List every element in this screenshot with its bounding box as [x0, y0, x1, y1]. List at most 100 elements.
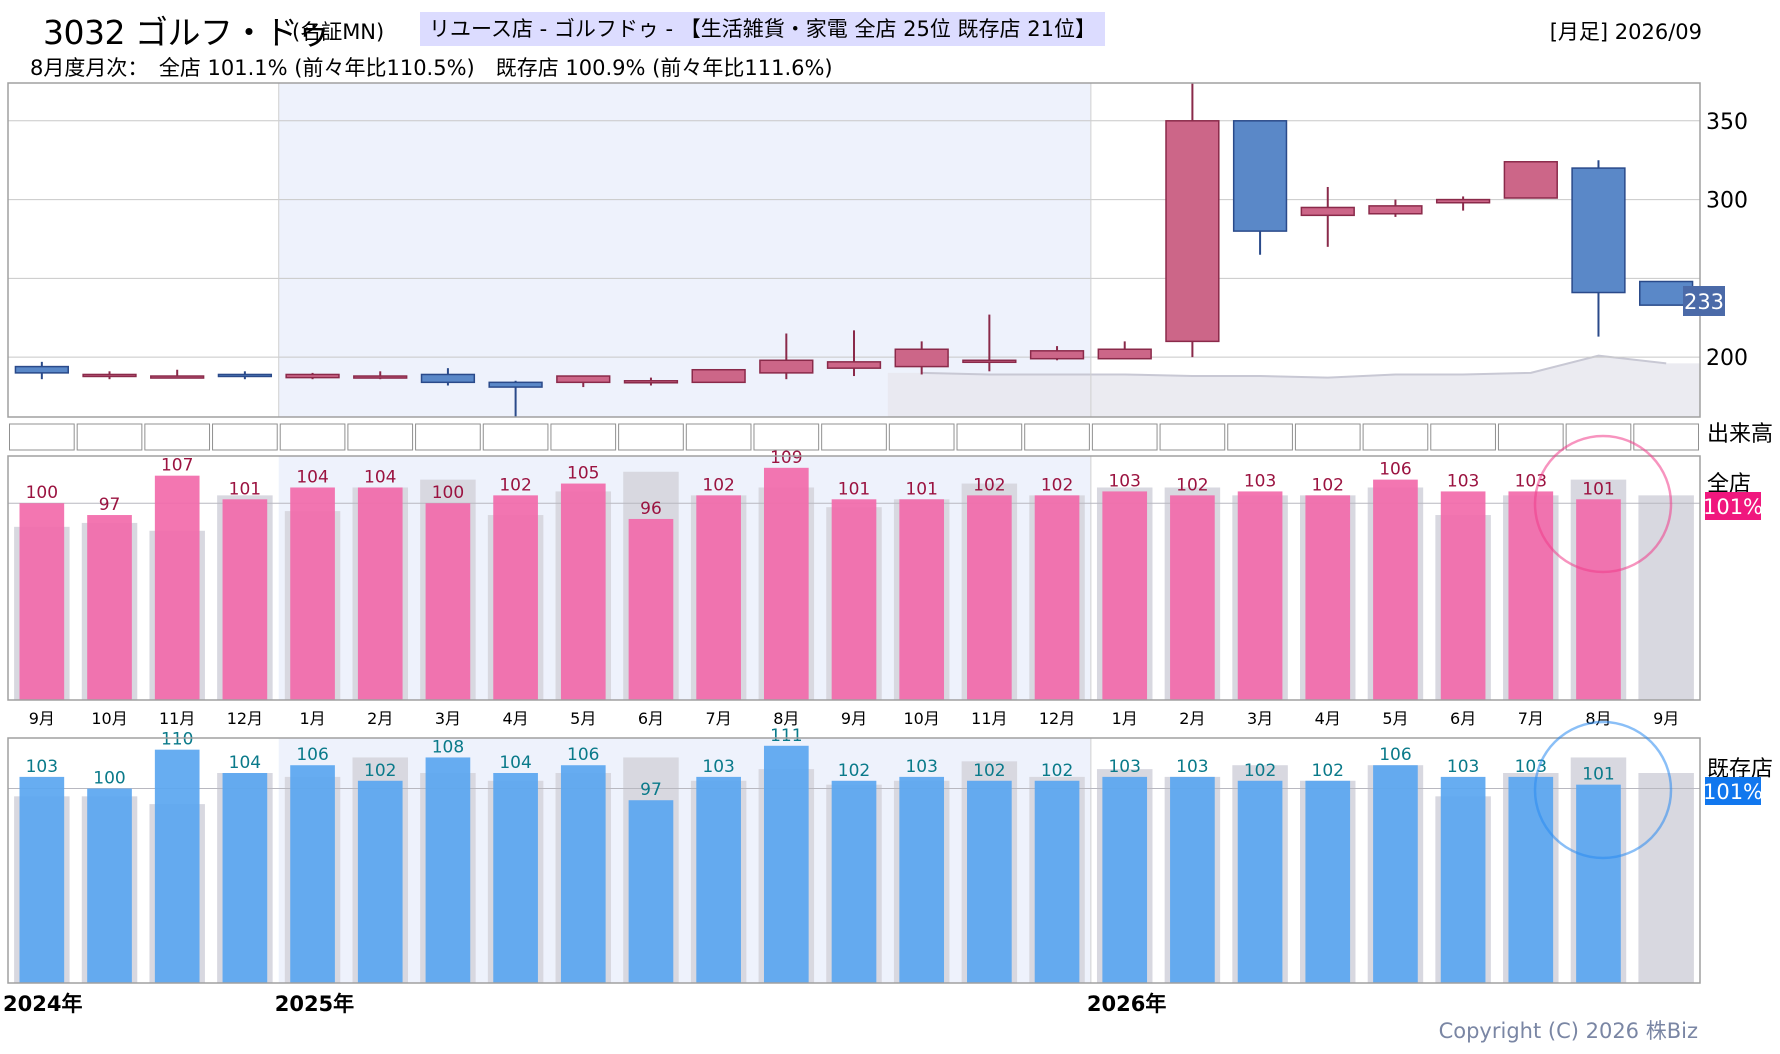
year-tick-label: 2025年: [275, 992, 354, 1016]
existing-stores-value-label: 101: [1582, 765, 1614, 785]
existing-stores-value-label: 106: [296, 745, 328, 765]
existing-stores-panel: 103 100 110 104 106 102 108 104 106 97 103 111 102 10…: [7, 726, 1701, 984]
candle-body: [1232, 120, 1288, 232]
candle-body: [1097, 348, 1152, 360]
existing-stores-year-band: [278, 738, 1091, 983]
candle-body: [420, 373, 476, 384]
all-stores-value-label: 104: [296, 467, 328, 487]
candle-body: [826, 361, 882, 369]
existing-stores-bar: [1508, 776, 1554, 983]
all-stores-value-label: 101: [838, 479, 870, 499]
existing-stores-bar: [1237, 780, 1283, 983]
existing-stores-bar: [831, 780, 877, 983]
existing-stores-value-label: 102: [1041, 761, 1073, 781]
candle-body: [556, 375, 611, 384]
volume-cell: [1227, 423, 1293, 451]
header: 3032 ゴルフ・ドゥ (名証MN) リユース店 - ゴルフドゥ - 【生活雑貨…: [0, 0, 1780, 52]
existing-stores-bar: [1170, 776, 1215, 983]
month-tick-label: 10月: [903, 709, 939, 728]
price-tick-label: 200: [1706, 346, 1748, 371]
month-tick-label: 8月: [1585, 709, 1611, 728]
axis-labels: 9月 10月 11月 12月 1月 2月 3月 4月 5月 6月 7月 8月 9月 10月 11月 12月 1月…: [3, 709, 1679, 1016]
volume-cell: [1294, 423, 1361, 451]
candle-body: [894, 348, 949, 368]
month-tick-label: 3月: [435, 709, 461, 728]
all-stores-bar: [19, 503, 65, 700]
month-tick-label: 5月: [1382, 709, 1408, 728]
month-tick-label: 11月: [159, 709, 195, 728]
candle-body: [285, 373, 340, 379]
market-label: (名証MN): [292, 20, 385, 44]
existing-stores-bar: [1440, 776, 1486, 983]
candle-body: [1165, 120, 1220, 343]
existing-stores-bar: [1373, 765, 1418, 983]
volume-cell: [1024, 423, 1090, 451]
all-stores-bar: [1508, 491, 1554, 700]
month-tick-label: 9月: [841, 709, 867, 728]
copyright: Copyright (C) 2026 株Biz: [1438, 1019, 1698, 1043]
volume-cell: [956, 423, 1023, 451]
all-stores-value-label: 101: [905, 479, 937, 499]
existing-stores-bar: [290, 765, 335, 983]
all-stores-value-label: 106: [1379, 460, 1411, 480]
month-tick-label: 12月: [1039, 709, 1075, 728]
volume-cell: [347, 423, 414, 451]
existing-stores-bar: [763, 745, 809, 983]
all-stores-value-label: 101: [1582, 479, 1614, 499]
month-tick-label: 4月: [1315, 709, 1341, 728]
all-stores-bar: [967, 495, 1012, 700]
month-tick-label: 4月: [503, 709, 529, 728]
all-stores-bar: [831, 499, 877, 700]
all-stores-bar: [222, 499, 268, 700]
volume-cell: [1497, 423, 1564, 451]
existing-stores-value-label: 103: [1447, 757, 1479, 777]
candle-body: [691, 368, 746, 384]
candle-body: [623, 380, 679, 384]
candle-body: [1571, 167, 1626, 294]
existing-stores-bar: [357, 780, 403, 983]
year-tick-label: 2026年: [1087, 992, 1166, 1016]
existing-stores-bar: [425, 757, 471, 983]
existing-stores-bar: [967, 780, 1012, 983]
all-stores-value-label: 102: [499, 475, 531, 495]
existing-stores-bar: [493, 773, 538, 983]
existing-stores-value-label: 106: [567, 745, 599, 765]
last-price-label: 233: [1684, 290, 1724, 314]
all-stores-value-label: 105: [567, 464, 599, 484]
volume-cell: [415, 423, 481, 451]
all-stores-bar: [493, 495, 538, 700]
existing-stores-bar: [19, 776, 65, 983]
all-stores-value-label: 102: [1041, 475, 1073, 495]
existing-stores-value-label: 102: [838, 761, 870, 781]
existing-stores-value-label: 102: [1244, 761, 1276, 781]
volume-cell: [821, 423, 887, 451]
existing-stores-bar: [1102, 776, 1148, 983]
all-stores-value-label: 103: [1244, 471, 1276, 491]
all-stores-bar: [425, 503, 471, 700]
month-tick-label: 6月: [638, 709, 664, 728]
volume-cell: [212, 423, 278, 451]
price-frame: [7, 82, 1701, 418]
all-stores-value-label: 103: [1447, 471, 1479, 491]
existing-badge: 101%: [1703, 780, 1763, 804]
candle-body: [14, 365, 69, 374]
candle-body: [962, 359, 1017, 364]
highlight-circle-all: [1533, 434, 1673, 574]
existing-stores-value-label: 104: [229, 753, 261, 773]
all-stores-bar: [560, 483, 606, 700]
all-stores-panel: 100 97 107 101 104 104 100 102 105 96 102 109 101 101…: [7, 448, 1701, 701]
existing-stores-bar: [1576, 784, 1621, 983]
all-stores-bar: [1170, 495, 1215, 700]
existing-stores-value-label: 103: [26, 757, 58, 777]
existing-stores-prev-bar: [1638, 773, 1694, 983]
volume-cell: [144, 423, 211, 451]
all-stores-value-label: 102: [1312, 475, 1344, 495]
month-tick-label: 9月: [29, 709, 55, 728]
all-stores-bar: [357, 487, 403, 700]
all-stores-bar: [1034, 495, 1080, 700]
existing-stores-value-label: 103: [905, 757, 937, 777]
candle-body: [1029, 350, 1085, 360]
all-stores-value-label: 104: [364, 467, 396, 487]
existing-stores-value-label: 108: [432, 737, 464, 757]
all-stores-bar: [87, 515, 132, 700]
